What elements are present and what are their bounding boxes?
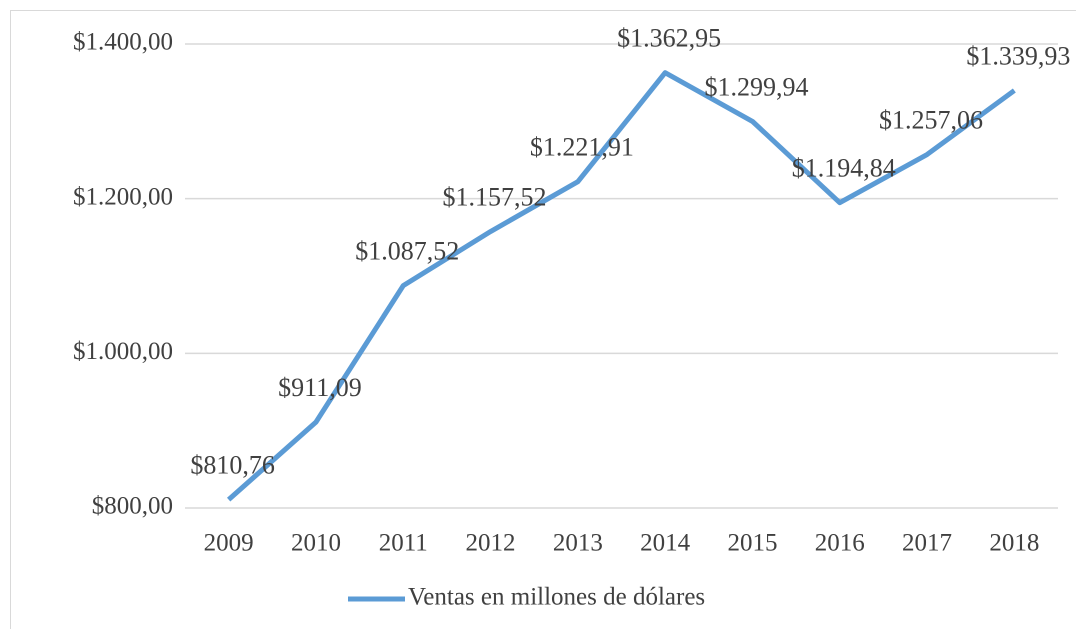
x-tick-label: 2012 (466, 530, 516, 557)
y-tick-label: $800,00 (92, 493, 173, 520)
x-tick-label: 2018 (989, 530, 1039, 557)
data-label: $1.339,93 (966, 41, 1070, 70)
data-label: $911,09 (278, 373, 362, 402)
data-label: $1.299,94 (704, 72, 808, 101)
data-label: $1.087,52 (355, 237, 459, 266)
data-label: $1.362,95 (617, 24, 721, 53)
data-label: $810,76 (190, 451, 275, 480)
x-tick-label: 2011 (379, 530, 428, 557)
data-label: $1.194,84 (792, 154, 896, 183)
x-tick-label: 2014 (640, 530, 691, 557)
x-tick-label: 2009 (204, 530, 254, 557)
series-line (226, 70, 1016, 502)
data-label: $1.257,06 (879, 106, 983, 135)
x-tick-label: 2010 (291, 530, 341, 557)
legend-label: Ventas en millones de dólares (408, 584, 705, 611)
y-tick-label: $1.400,00 (73, 29, 173, 56)
x-tick-label: 2015 (727, 530, 777, 557)
data-label: $1.221,91 (530, 133, 634, 162)
data-label: $1.157,52 (443, 182, 547, 211)
y-tick-label: $1.200,00 (73, 183, 173, 210)
x-tick-label: 2017 (902, 530, 952, 557)
y-tick-label: $1.000,00 (73, 338, 173, 365)
chart-frame (10, 10, 1076, 629)
x-tick-label: 2016 (815, 530, 865, 557)
x-tick-label: 2013 (553, 530, 603, 557)
